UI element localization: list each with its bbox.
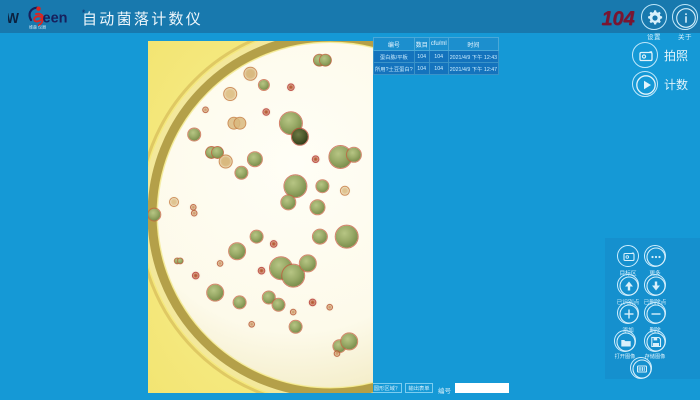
svg-text:维森 仪器: 维森 仪器 [29, 23, 46, 29]
svg-text:W: W [8, 10, 19, 27]
svg-text:een: een [43, 11, 68, 27]
